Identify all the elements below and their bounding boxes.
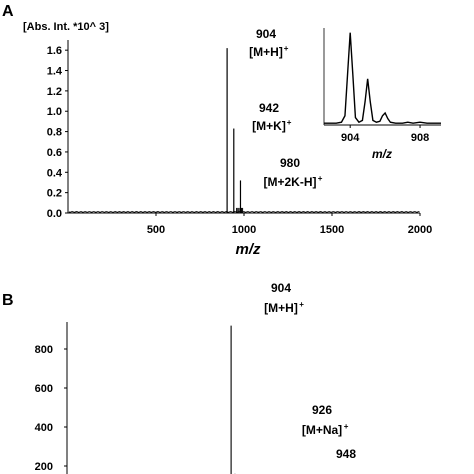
- y-tick-label: 1.6: [47, 45, 62, 57]
- peak-ion-label: [M+H]: [249, 45, 283, 59]
- y-tick-label: 600: [35, 383, 53, 395]
- y-tick-label: 1.2: [47, 86, 62, 98]
- peak-charge-label: +: [318, 174, 323, 183]
- inset-trace: [324, 32, 441, 124]
- peak-ion-label: [M+2K-H]: [264, 175, 317, 189]
- y-tick-label: 0.2: [47, 188, 62, 200]
- peak-mz-label: 980: [280, 156, 300, 170]
- inset-x-axis-label: m/z: [372, 147, 392, 161]
- inset-axes: [323, 28, 441, 126]
- panel-label-b: B: [2, 292, 14, 309]
- axes-a: [67, 40, 420, 214]
- peak-mz-label: 942: [259, 101, 279, 115]
- x-ticks-a: 500 1000 1500 2000: [147, 213, 432, 236]
- inset-spectrum-line: [324, 32, 441, 124]
- peak-ion-label: [M+H]: [264, 301, 298, 315]
- peak-charge-label: +: [344, 422, 349, 431]
- peak-charge-label: +: [284, 44, 289, 53]
- x-tick-label: 2000: [408, 224, 432, 236]
- panel-label-a: A: [2, 3, 14, 20]
- peak-mz-label: 926: [312, 403, 332, 417]
- spectrum-a: [68, 48, 420, 213]
- inset-x-tick-label: 904: [341, 132, 360, 144]
- y-tick-label: 0.8: [47, 127, 62, 139]
- y-tick-label: 800: [35, 344, 53, 356]
- peak-mz-label: 948: [336, 447, 356, 461]
- peak-charge-label: +: [287, 118, 292, 127]
- peak-ion-label: [M+Na]: [302, 423, 342, 437]
- y-ticks-a: 0.0 0.2 0.4 0.6 0.8 1.0 1.2 1.4 1.6: [47, 45, 68, 220]
- y-ticks-b: 200 400 600 800: [35, 344, 67, 473]
- spectrum-b: [230, 325, 236, 474]
- inset-plot: 904 908 m/z: [323, 28, 441, 161]
- y-tick-label: 0.4: [47, 167, 63, 179]
- panel-a: A [Abs. Int. *10^ 3] 0.0 0.2 0.4 0.6 0.8 1.0 1…: [2, 3, 441, 258]
- y-axis-label-a: [Abs. Int. *10^ 3]: [23, 21, 109, 33]
- inset-x-tick-label: 908: [411, 132, 429, 144]
- x-tick-label: 1500: [320, 224, 344, 236]
- y-tick-label: 1.4: [47, 66, 63, 78]
- y-tick-label: 1.0: [47, 106, 62, 118]
- baseline-noise-a: [68, 211, 420, 213]
- inset-x-ticks: 904 908: [341, 125, 429, 144]
- x-tick-label: 1000: [232, 224, 256, 236]
- y-tick-label: 0.6: [47, 147, 62, 159]
- peak-annotations-b: 904[M+H] +926[M+Na] +948: [264, 281, 356, 461]
- peak-ion-label: [M+K]: [252, 119, 286, 133]
- y-tick-label: 400: [35, 422, 53, 434]
- y-tick-label: 0.0: [47, 208, 62, 220]
- x-axis-label-a: m/z: [235, 241, 261, 258]
- peak-charge-label: +: [299, 300, 304, 309]
- x-tick-label: 500: [147, 224, 165, 236]
- y-tick-label: 200: [35, 461, 53, 473]
- peak-mz-label: 904: [256, 27, 276, 41]
- peak-mz-label: 904: [271, 281, 291, 295]
- peak-annotations-a: 904[M+H] +942[M+K] +980[M+2K-H] +: [249, 27, 323, 189]
